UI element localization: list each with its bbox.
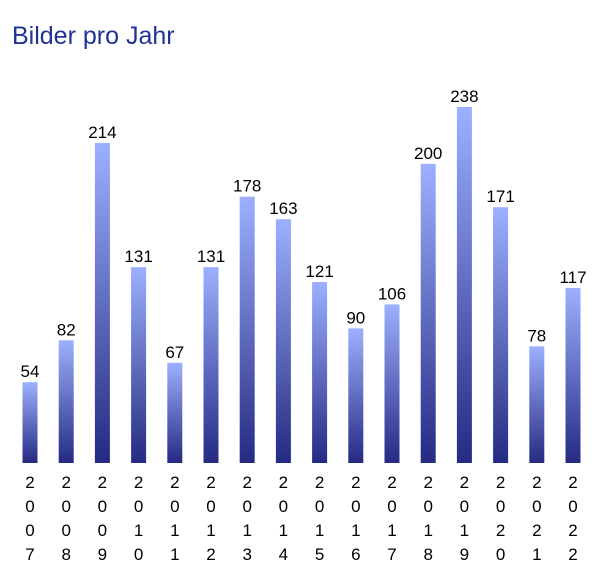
bar-2018: [420, 163, 436, 464]
bar-2012: [203, 267, 219, 463]
value-label-2019: 238: [450, 87, 478, 106]
value-label-2012: 131: [197, 247, 225, 266]
bar-2013: [239, 196, 255, 463]
bar-2011: [167, 362, 183, 463]
value-label-2008: 82: [57, 320, 76, 339]
bar-2016: [348, 328, 364, 463]
bar-2010: [131, 267, 147, 463]
value-label-2010: 131: [124, 247, 152, 266]
bar-2009: [94, 142, 110, 463]
bar-2019: [456, 107, 472, 463]
bar-2017: [384, 304, 400, 463]
value-label-2015: 121: [305, 262, 333, 281]
value-label-2017: 106: [378, 284, 406, 303]
value-label-2016: 90: [346, 308, 365, 327]
bar-2008: [58, 340, 74, 463]
value-label-2009: 214: [88, 123, 116, 142]
bar-2014: [275, 219, 291, 463]
bar-2020: [493, 207, 509, 463]
chart-title: Bilder pro Jahr: [12, 22, 175, 50]
value-label-2011: 67: [165, 343, 184, 362]
value-label-2020: 171: [486, 187, 514, 206]
value-label-2021: 78: [527, 326, 546, 345]
value-label-2018: 200: [414, 144, 442, 163]
bar-2021: [529, 346, 545, 463]
value-label-2014: 163: [269, 199, 297, 218]
bar-2022: [565, 288, 581, 463]
value-label-2013: 178: [233, 177, 261, 196]
bar-2007: [22, 382, 38, 463]
bar-2015: [312, 282, 328, 463]
value-label-2022: 117: [559, 268, 586, 287]
value-label-2007: 54: [21, 362, 40, 381]
